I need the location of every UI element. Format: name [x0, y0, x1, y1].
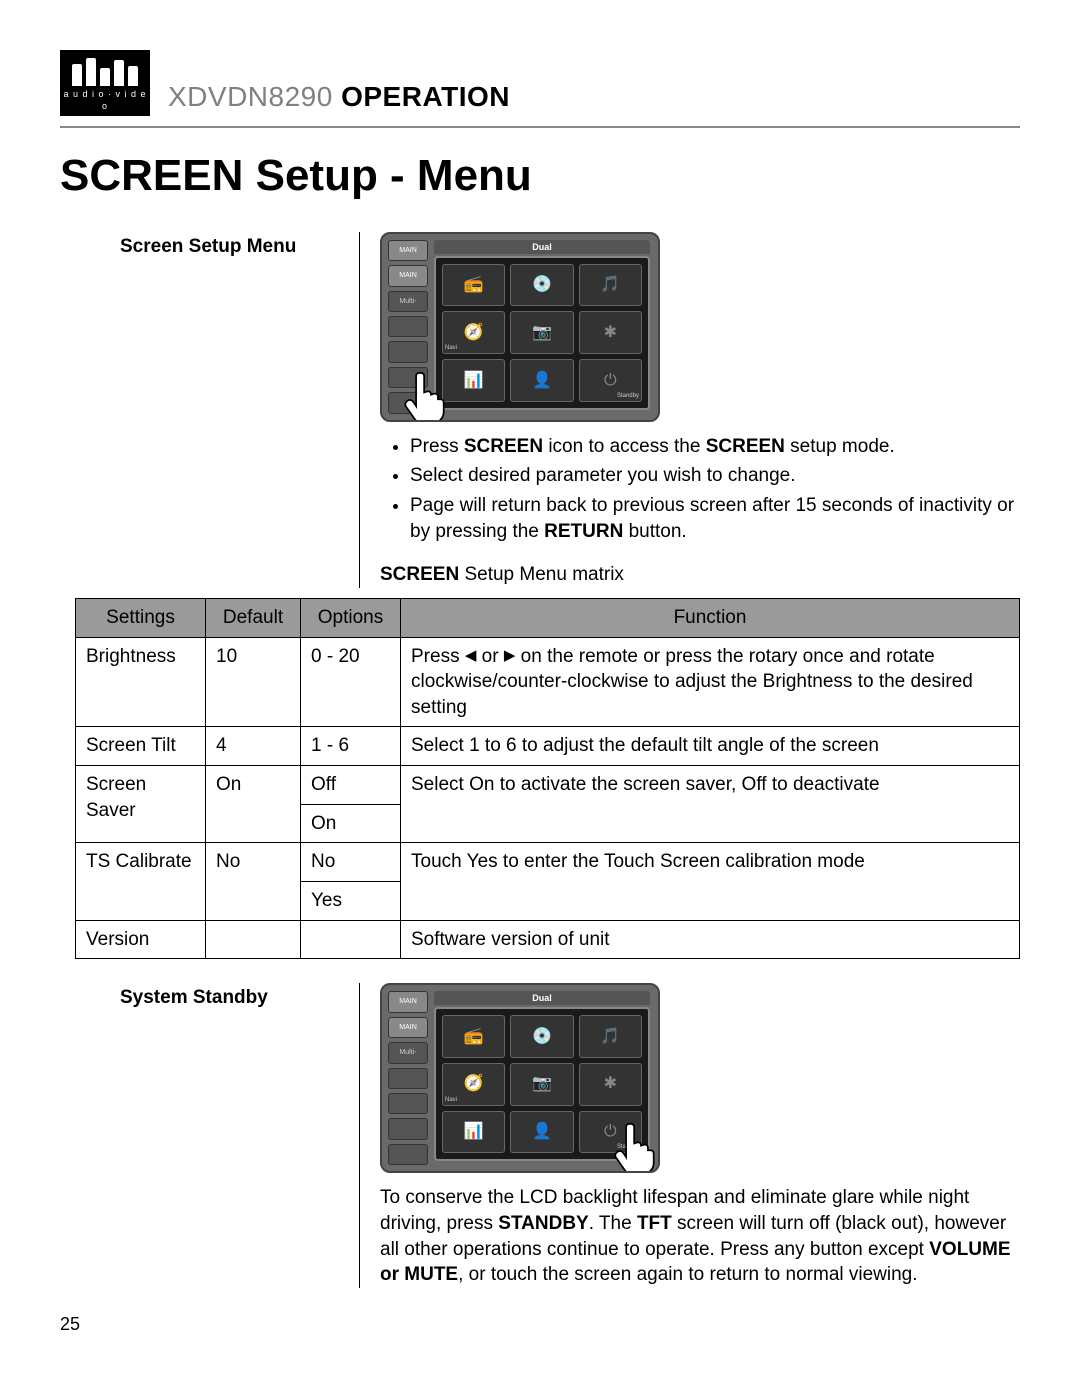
right-arrow-icon: ▶: [504, 646, 516, 666]
setup-matrix-table: Settings Default Options Function Bright…: [75, 598, 1020, 959]
list-item: Page will return back to previous screen…: [410, 493, 1020, 544]
mock-screen-grid: 📻 💿 🎵 🧭 📷 ✱ 📊 👤 ⏻: [434, 256, 650, 410]
mock-cell: ✱: [579, 311, 642, 354]
mock-cell: 📷: [510, 311, 573, 354]
th-function: Function: [401, 598, 1020, 637]
model-line: XDVDN8290 OPERATION: [168, 78, 510, 116]
mock-tab: [388, 1093, 428, 1114]
mock-cell: 🎵: [579, 1015, 642, 1058]
section-label: Screen Setup Menu: [120, 232, 360, 588]
pointing-hand-icon: [400, 368, 446, 422]
operation-label: OPERATION: [333, 81, 510, 112]
th-options: Options: [301, 598, 401, 637]
mock-tab: Multi-: [388, 1042, 428, 1063]
mock-tab: [388, 341, 428, 362]
matrix-caption: SCREEN Setup Menu matrix: [380, 562, 1020, 588]
mock-tab: [388, 1144, 428, 1165]
mock-cell: 👤: [510, 1111, 573, 1154]
section-content: MAIN MAIN Multi- Dual 📻 💿 🎵 🧭 📷 ✱ 📊 👤 ⏻: [360, 983, 1020, 1288]
table-row: Version Software version of unit: [76, 920, 1020, 959]
table-header-row: Settings Default Options Function: [76, 598, 1020, 637]
mock-cell: 📻: [442, 264, 505, 307]
mock-cell: ⏻: [579, 359, 642, 402]
page-title: SCREEN Setup - Menu: [60, 146, 1020, 205]
screen-setup-section: Screen Setup Menu MAIN MAIN Multi- Dual …: [120, 232, 1020, 588]
section-content: MAIN MAIN Multi- Dual 📻 💿 🎵 🧭 📷 ✱ 📊 👤 ⏻: [360, 232, 1020, 588]
mock-tab: MAIN: [388, 240, 428, 261]
instruction-list: Press SCREEN icon to access the SCREEN s…: [380, 434, 1020, 545]
mock-cell: 🎵: [579, 264, 642, 307]
mock-cell: 📷: [510, 1063, 573, 1106]
mock-tab: [388, 1068, 428, 1089]
mock-topbar: Dual: [434, 240, 650, 254]
mock-tab: [388, 1118, 428, 1139]
table-row: Brightness 10 0 - 20 Press ◀ or ▶ on the…: [76, 637, 1020, 727]
table-row: TS Calibrate No No Touch Yes to enter th…: [76, 843, 1020, 882]
left-arrow-icon: ◀: [465, 646, 477, 666]
mock-tab: [388, 316, 428, 337]
table-row: Screen Tilt 4 1 - 6 Select 1 to 6 to adj…: [76, 727, 1020, 766]
header-rule: [60, 126, 1020, 128]
mock-tab: Multi-: [388, 291, 428, 312]
mock-cell: ✱: [579, 1063, 642, 1106]
mock-topbar: Dual: [434, 991, 650, 1005]
th-default: Default: [206, 598, 301, 637]
standby-paragraph: To conserve the LCD backlight lifespan a…: [380, 1185, 1020, 1288]
device-screenshot: MAIN MAIN Multi- Dual 📻 💿 🎵 🧭 📷 ✱ 📊 👤 ⏻: [380, 232, 660, 422]
list-item: Press SCREEN icon to access the SCREEN s…: [410, 434, 1020, 460]
mock-cell: 🧭: [442, 1063, 505, 1106]
mock-cell: 👤: [510, 359, 573, 402]
mock-cell: 💿: [510, 264, 573, 307]
system-standby-section: System Standby MAIN MAIN Multi- Dual 📻 💿…: [120, 983, 1020, 1288]
table-row: Screen Saver On Off Select On to activat…: [76, 766, 1020, 805]
mock-cell: 📊: [442, 359, 505, 402]
brand-logo: a u d i o · v i d e o: [60, 50, 150, 116]
mock-tab: MAIN: [388, 265, 428, 286]
mock-cell: 🧭: [442, 311, 505, 354]
pointing-hand-icon: [610, 1119, 656, 1173]
device-screenshot: MAIN MAIN Multi- Dual 📻 💿 🎵 🧭 📷 ✱ 📊 👤 ⏻: [380, 983, 660, 1173]
model-number: XDVDN8290: [168, 81, 333, 112]
page-header: a u d i o · v i d e o XDVDN8290 OPERATIO…: [60, 50, 1020, 116]
section-label: System Standby: [120, 983, 360, 1288]
mock-tab: MAIN: [388, 1017, 428, 1038]
th-settings: Settings: [76, 598, 206, 637]
mock-cell: 📻: [442, 1015, 505, 1058]
mock-tab: MAIN: [388, 991, 428, 1012]
mock-cell: 📊: [442, 1111, 505, 1154]
list-item: Select desired parameter you wish to cha…: [410, 463, 1020, 489]
brand-subtext: a u d i o · v i d e o: [60, 88, 150, 112]
page-number: 25: [60, 1312, 1020, 1336]
mock-cell: 💿: [510, 1015, 573, 1058]
